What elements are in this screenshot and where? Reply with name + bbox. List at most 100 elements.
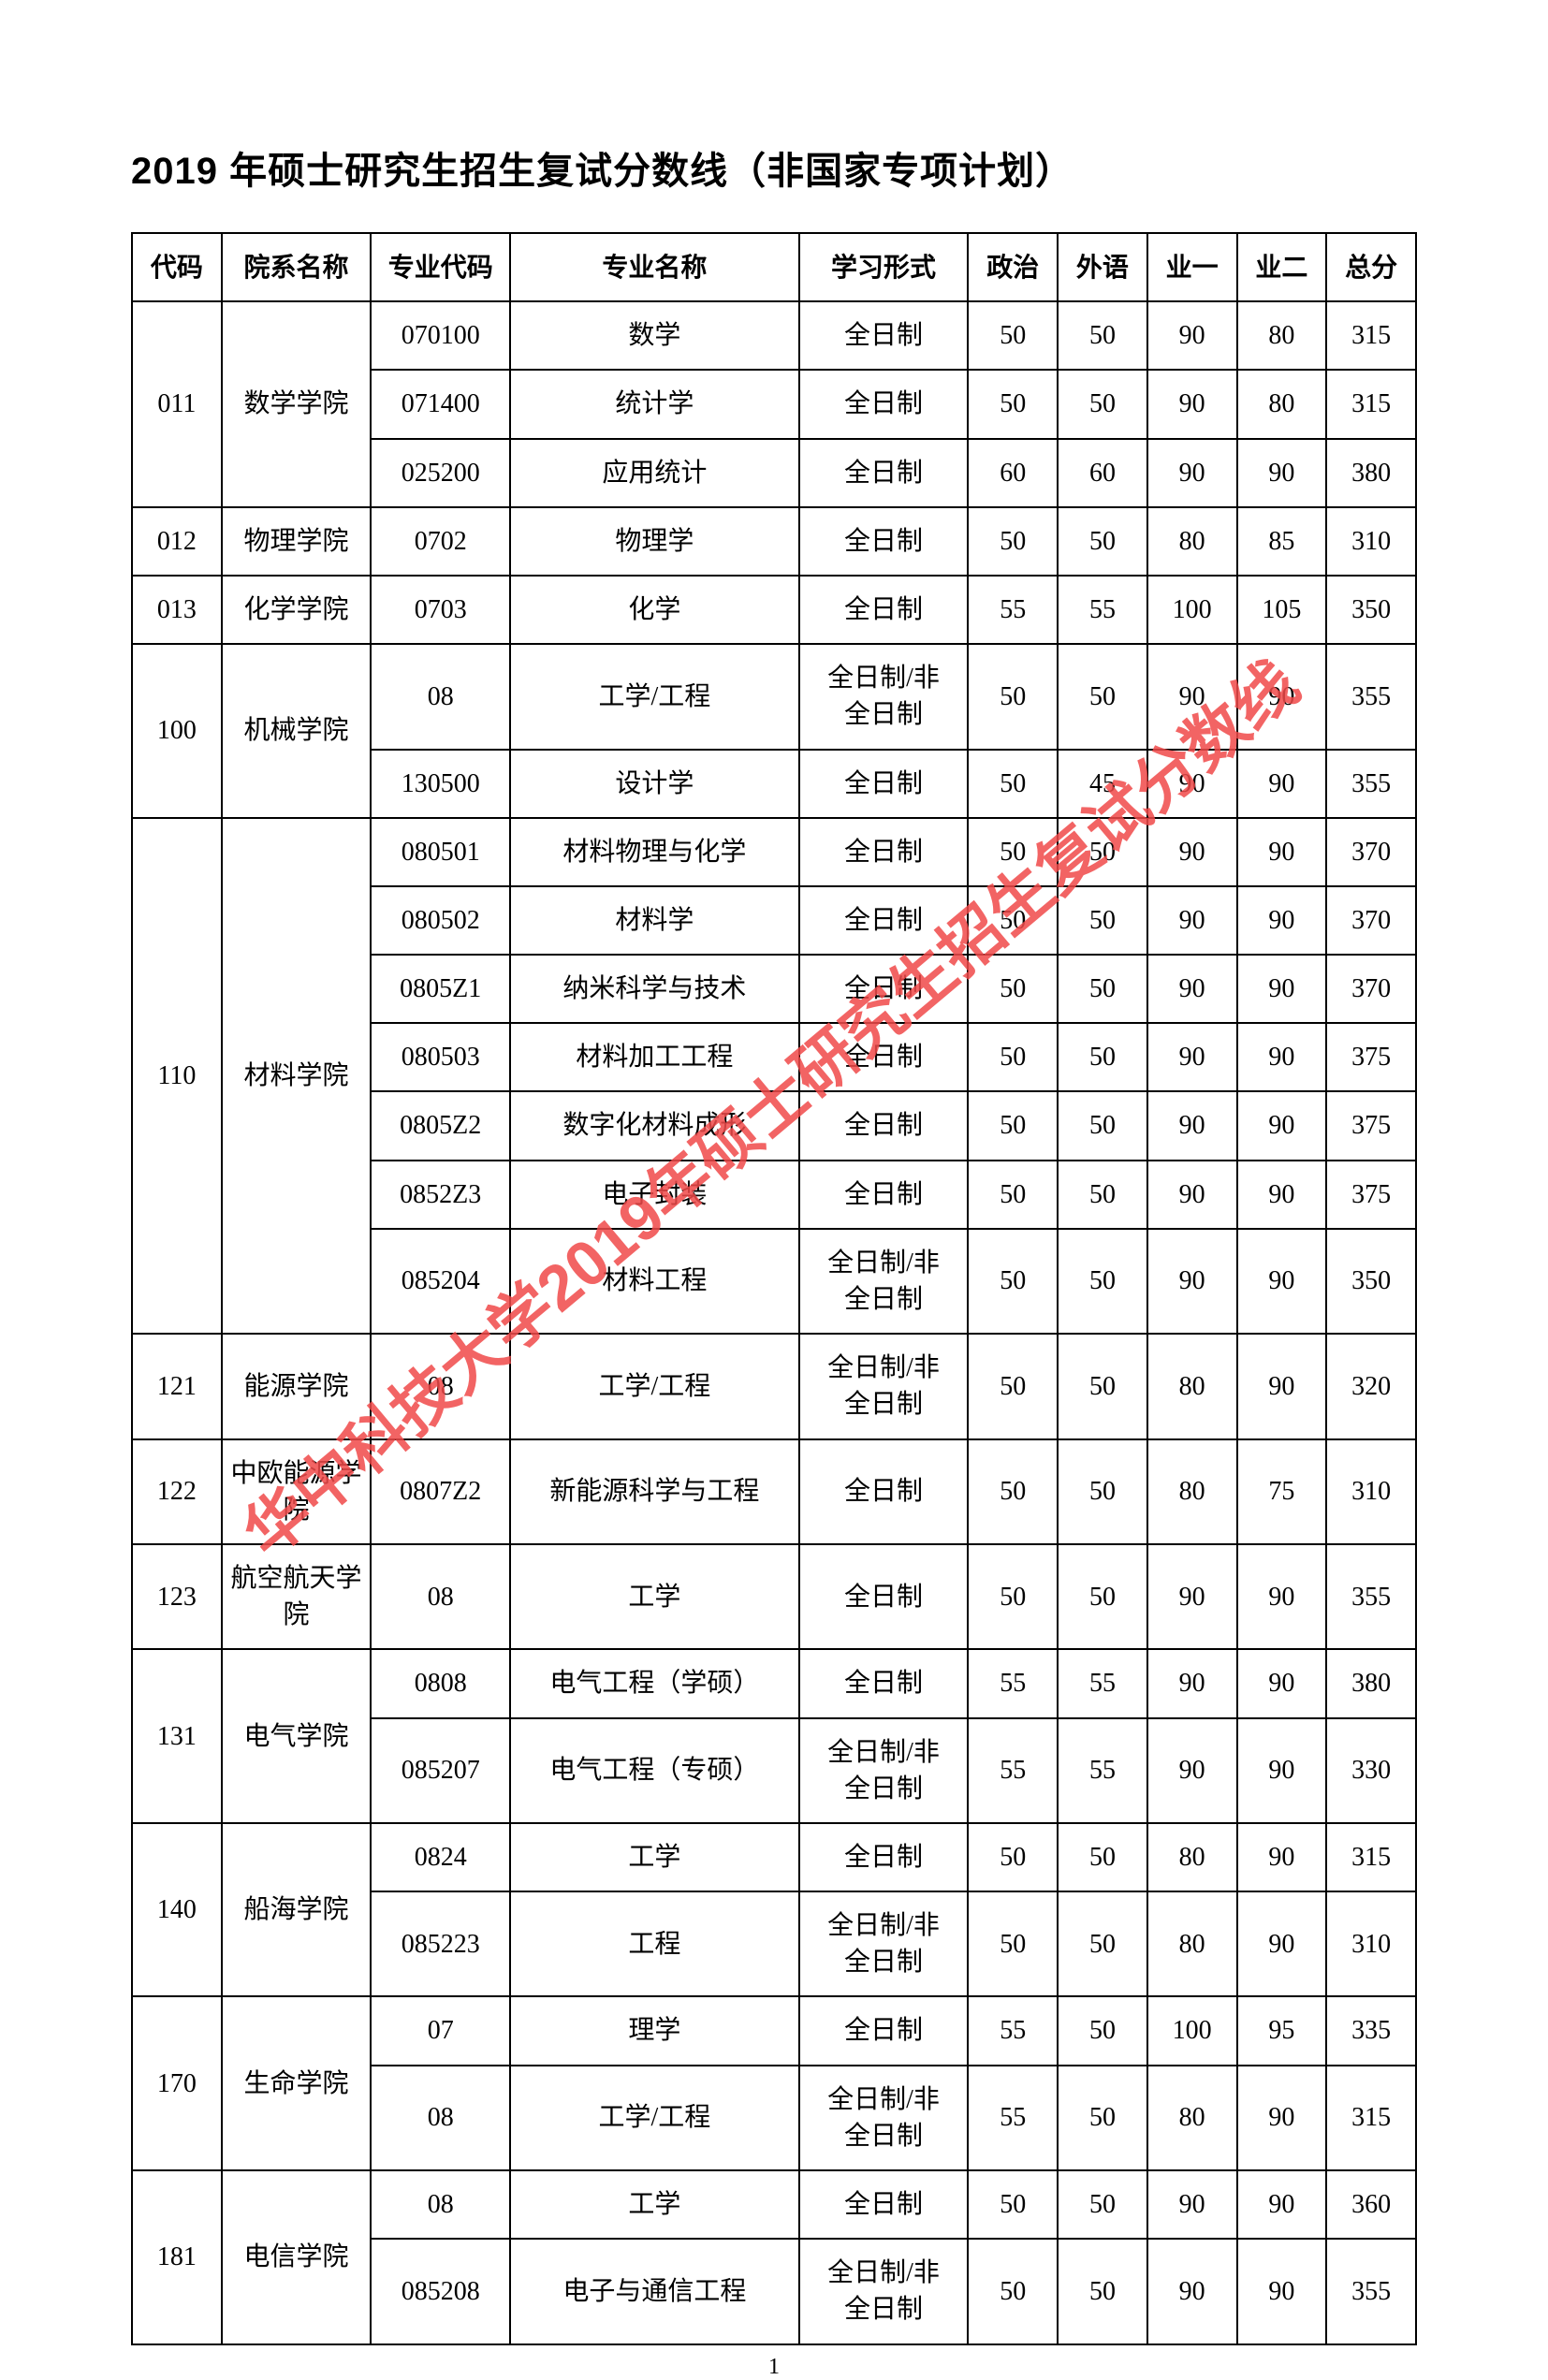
cell-mode: 全日制	[799, 886, 969, 955]
cell-total: 315	[1326, 2066, 1416, 2170]
cell-politics: 50	[968, 644, 1058, 749]
cell-politics: 50	[968, 370, 1058, 438]
cell-mode: 全日制	[799, 750, 969, 818]
cell-major-code: 08	[371, 1334, 510, 1438]
cell-foreign: 50	[1058, 1161, 1147, 1229]
cell-subject2: 90	[1237, 886, 1327, 955]
cell-politics: 50	[968, 1439, 1058, 1544]
table-row: 140船海学院0824工学全日制50508090315	[132, 1823, 1416, 1891]
cell-major-code: 0805Z1	[371, 955, 510, 1023]
cell-politics: 50	[968, 1334, 1058, 1438]
cell-subject2: 90	[1237, 1891, 1327, 1996]
cell-subject2: 90	[1237, 1334, 1327, 1438]
cell-subject1: 80	[1147, 1823, 1237, 1891]
cell-mode: 全日制	[799, 818, 969, 886]
cell-politics: 50	[968, 301, 1058, 370]
cell-subject2: 80	[1237, 370, 1327, 438]
table-row: 123航空航天学院08工学全日制50509090355	[132, 1544, 1416, 1649]
cell-major-name: 设计学	[510, 750, 798, 818]
cell-mode: 全日制/非全日制	[799, 644, 969, 749]
cell-foreign: 55	[1058, 576, 1147, 644]
cell-mode: 全日制	[799, 1544, 969, 1649]
cell-major-code: 08	[371, 2066, 510, 2170]
page: 2019 年硕士研究生招生复试分数线（非国家专项计划） 代码 院系名称 专业代码…	[0, 0, 1548, 2189]
cell-major-name: 电子封装	[510, 1161, 798, 1229]
cell-subject2: 90	[1237, 439, 1327, 507]
cell-dept-name: 电信学院	[222, 2170, 372, 2344]
cell-dept-code: 181	[132, 2170, 222, 2344]
cell-mode: 全日制	[799, 1439, 969, 1544]
cell-major-code: 085204	[371, 1229, 510, 1334]
cell-major-name: 工学	[510, 1823, 798, 1891]
cell-major-code: 07	[371, 1996, 510, 2065]
table-row: 181电信学院08工学全日制50509090360	[132, 2170, 1416, 2239]
cell-major-name: 纳米科学与技术	[510, 955, 798, 1023]
cell-major-name: 工学	[510, 1544, 798, 1649]
cell-foreign: 50	[1058, 1091, 1147, 1160]
cell-dept-code: 170	[132, 1996, 222, 2170]
cell-mode: 全日制	[799, 1823, 969, 1891]
cell-subject1: 100	[1147, 576, 1237, 644]
cell-total: 335	[1326, 1996, 1416, 2065]
cell-total: 310	[1326, 507, 1416, 576]
cell-subject2: 90	[1237, 644, 1327, 749]
cell-dept-code: 011	[132, 301, 222, 507]
cell-total: 355	[1326, 2239, 1416, 2343]
cell-major-name: 化学	[510, 576, 798, 644]
table-row: 011数学学院070100数学全日制50509080315	[132, 301, 1416, 370]
cell-major-name: 工学/工程	[510, 2066, 798, 2170]
cell-subject1: 90	[1147, 644, 1237, 749]
cell-subject2: 90	[1237, 1544, 1327, 1649]
cell-major-code: 080503	[371, 1023, 510, 1091]
cell-politics: 50	[968, 1891, 1058, 1996]
col-code: 代码	[132, 233, 222, 301]
cell-subject1: 100	[1147, 1996, 1237, 2065]
cell-mode: 全日制	[799, 1996, 969, 2065]
table-row: 131电气学院0808电气工程（学硕）全日制55559090380	[132, 1649, 1416, 1717]
cell-major-code: 0703	[371, 576, 510, 644]
cell-mode: 全日制	[799, 1023, 969, 1091]
cell-major-name: 电子与通信工程	[510, 2239, 798, 2343]
cell-foreign: 50	[1058, 644, 1147, 749]
cell-total: 320	[1326, 1334, 1416, 1438]
cell-politics: 55	[968, 1718, 1058, 1823]
cell-dept-name: 化学学院	[222, 576, 372, 644]
cell-major-name: 工程	[510, 1891, 798, 1996]
cell-subject2: 90	[1237, 1649, 1327, 1717]
col-major-code: 专业代码	[371, 233, 510, 301]
cell-dept-name: 能源学院	[222, 1334, 372, 1438]
cell-total: 370	[1326, 955, 1416, 1023]
cell-mode: 全日制/非全日制	[799, 1229, 969, 1334]
table-row: 170生命学院07理学全日制555010095335	[132, 1996, 1416, 2065]
cell-dept-name: 机械学院	[222, 644, 372, 818]
cell-dept-code: 100	[132, 644, 222, 818]
page-number: 1	[131, 2355, 1417, 2380]
cell-total: 310	[1326, 1891, 1416, 1996]
cell-subject1: 80	[1147, 1334, 1237, 1438]
cell-major-name: 应用统计	[510, 439, 798, 507]
cell-mode: 全日制	[799, 1091, 969, 1160]
cell-foreign: 50	[1058, 1334, 1147, 1438]
cell-foreign: 50	[1058, 1229, 1147, 1334]
cell-subject1: 90	[1147, 370, 1237, 438]
cell-major-code: 080502	[371, 886, 510, 955]
cell-politics: 50	[968, 1229, 1058, 1334]
cell-dept-name: 物理学院	[222, 507, 372, 576]
cell-dept-code: 110	[132, 818, 222, 1335]
cell-subject2: 90	[1237, 1161, 1327, 1229]
cell-dept-name: 航空航天学院	[222, 1544, 372, 1649]
cell-mode: 全日制/非全日制	[799, 1334, 969, 1438]
cell-politics: 60	[968, 439, 1058, 507]
cell-subject1: 90	[1147, 955, 1237, 1023]
cell-subject1: 90	[1147, 1544, 1237, 1649]
cell-politics: 50	[968, 2170, 1058, 2239]
cell-subject2: 90	[1237, 1091, 1327, 1160]
cell-foreign: 55	[1058, 1718, 1147, 1823]
table-row: 012物理学院0702物理学全日制50508085310	[132, 507, 1416, 576]
cell-major-code: 0852Z3	[371, 1161, 510, 1229]
cell-major-name: 数学	[510, 301, 798, 370]
cell-politics: 50	[968, 507, 1058, 576]
cell-subject1: 90	[1147, 818, 1237, 886]
cell-mode: 全日制	[799, 370, 969, 438]
cell-foreign: 50	[1058, 2066, 1147, 2170]
